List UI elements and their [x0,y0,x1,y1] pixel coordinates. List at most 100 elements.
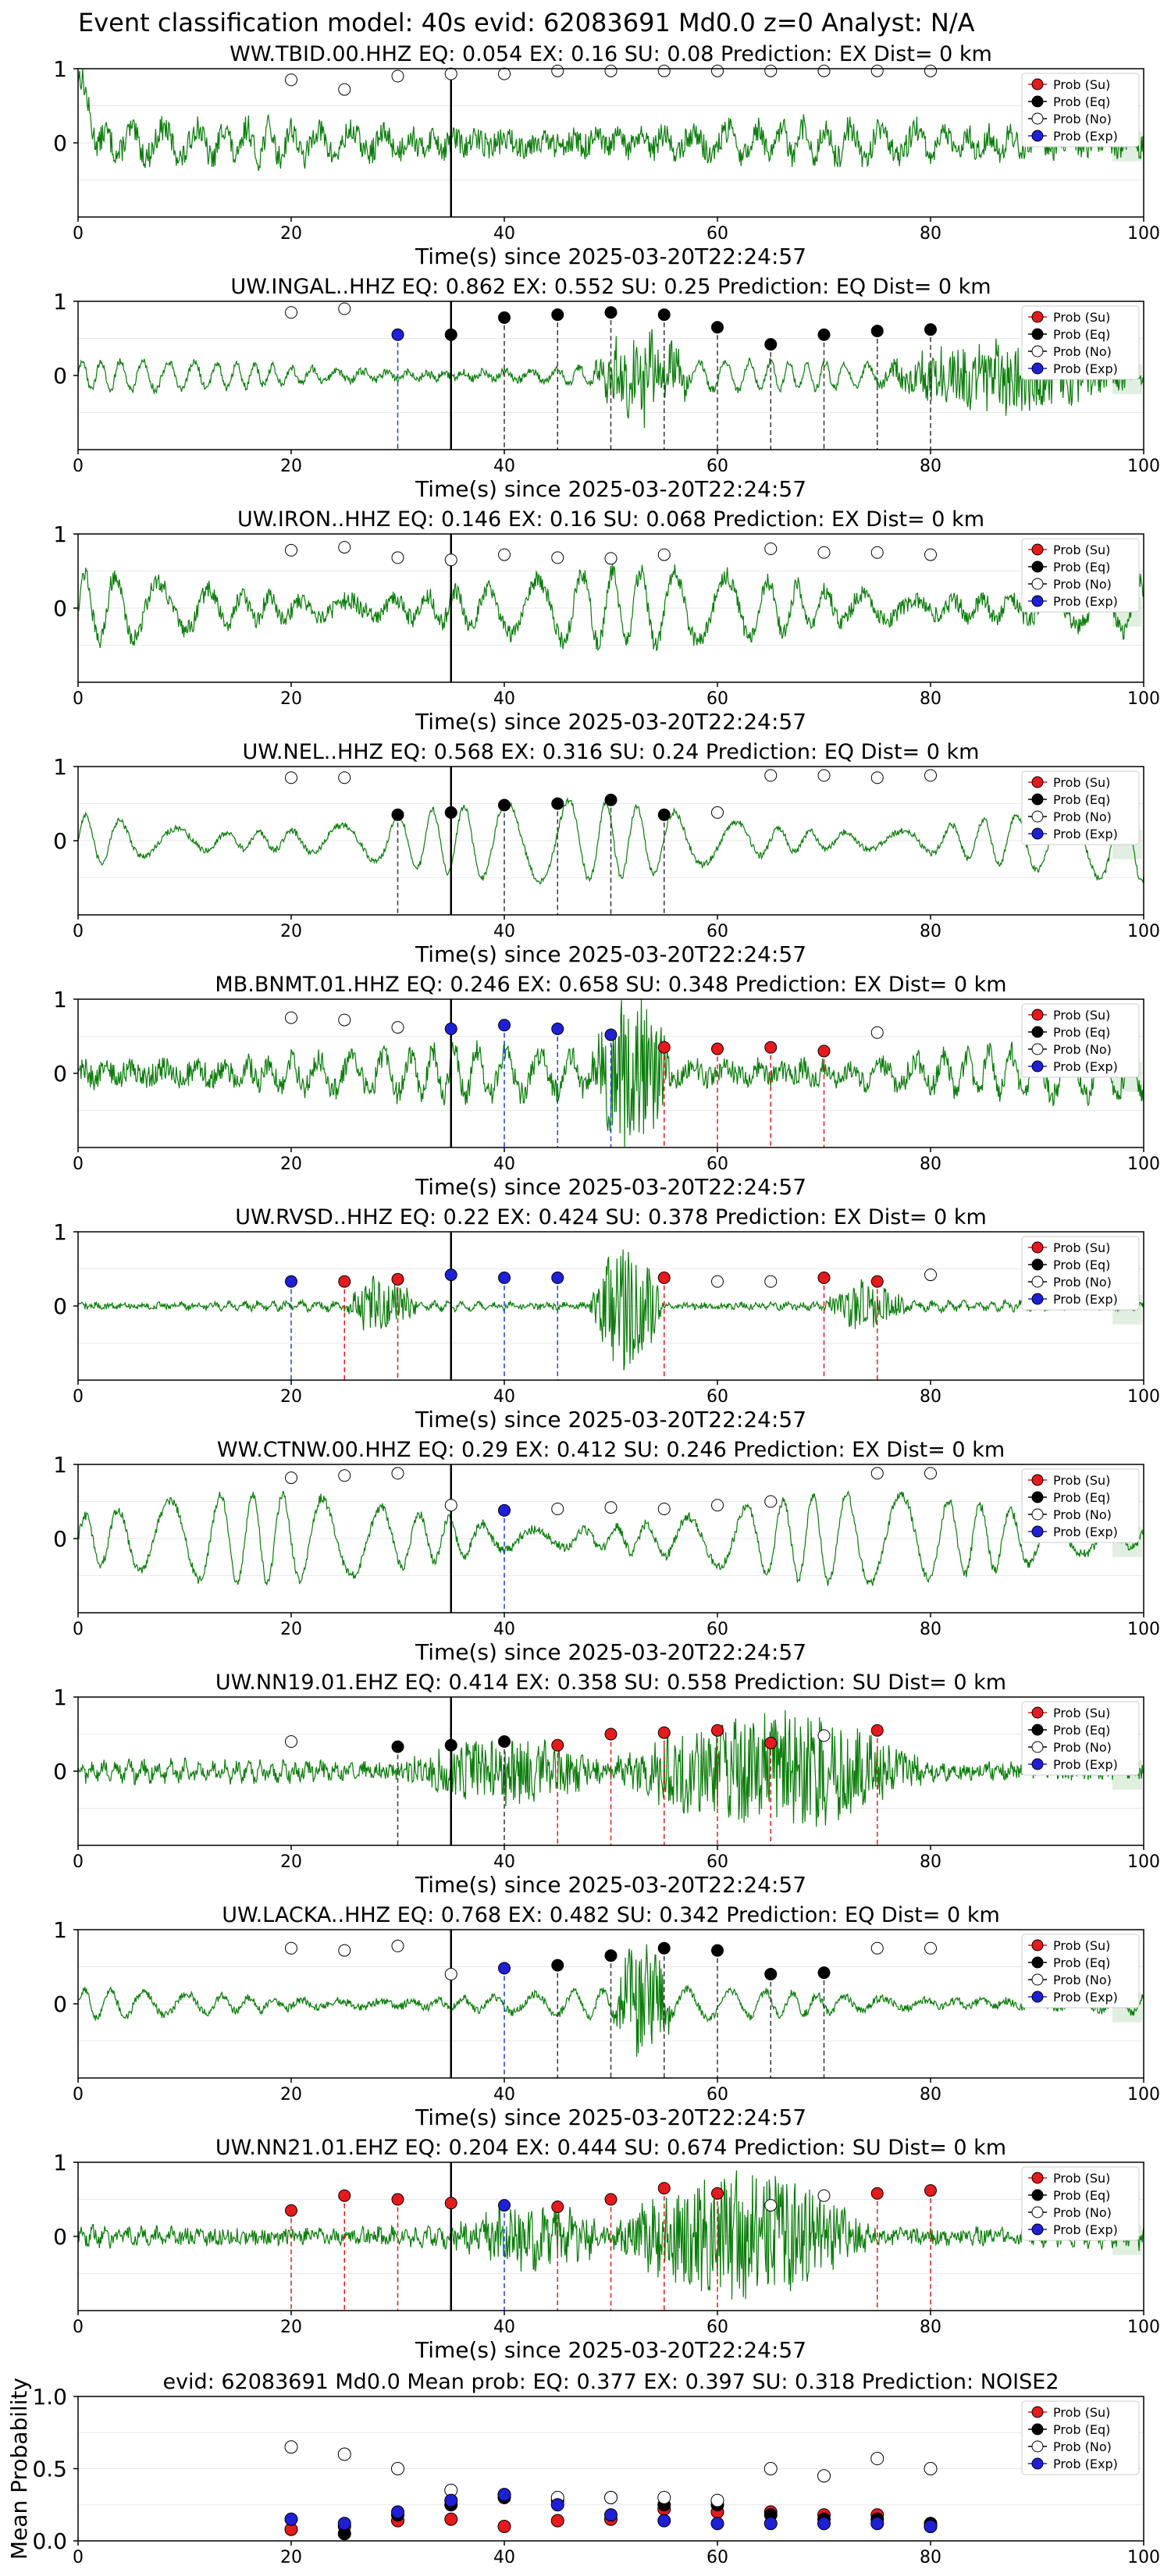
prob-marker-eq [817,328,831,341]
x-tick-label: 0 [73,2085,84,2105]
prob-marker-no [924,548,937,561]
x-tick-label: 20 [280,2548,302,2567]
x-tick-label: 80 [920,1852,941,1872]
legend-marker-no [1031,2440,1044,2453]
y-tick-label: 0.5 [32,2457,67,2482]
y-tick-label: 1 [53,987,67,1012]
prob-marker-no [870,771,884,785]
legend-box [1021,1236,1140,1311]
panel-title: MB.BNMT.01.HHZ EQ: 0.246 EX: 0.658 SU: 0… [215,973,1006,997]
x-tick-label: 100 [1127,2548,1160,2567]
prob-marker-eq [604,306,618,319]
x-tick-label: 80 [920,2548,941,2567]
station-panel: WW.TBID.00.HHZ EQ: 0.054 EX: 0.16 SU: 0.… [53,42,1160,269]
legend-label: Prob (Eq) [1053,1025,1110,1040]
x-tick-label: 20 [280,1620,302,1639]
legend-marker-su [1031,78,1044,91]
x-tick-label: 100 [1127,1852,1160,1872]
axes-frame [77,766,1144,916]
station-panel: UW.NN21.01.EHZ EQ: 0.204 EX: 0.444 SU: 0… [53,2136,1160,2363]
prob-marker-exp [498,1271,511,1284]
legend-label: Prob (Exp) [1053,1059,1118,1074]
legend-label: Prob (Eq) [1053,560,1110,575]
x-axis-label: Time(s) since 2025-03-20T22:24:57 [415,2105,806,2130]
prob-marker-su [870,1275,884,1288]
prob-marker-su [711,1042,724,1055]
legend-label: Prob (Eq) [1053,327,1110,342]
x-tick-label: 40 [493,1387,515,1407]
legend-marker-no [1031,1508,1044,1521]
x-tick-label: 40 [493,689,515,709]
legend-label: Prob (No) [1053,1973,1112,1987]
legend-label: Prob (Exp) [1053,594,1118,609]
prob-marker-eq [764,1968,778,1980]
y-tick-label: 0 [53,1061,67,1087]
legend-label: Prob (No) [1053,1042,1112,1057]
mean-prob-marker-exp [763,2517,778,2531]
x-tick-label: 20 [280,1387,302,1407]
x-tick-label: 40 [493,1155,515,1174]
prob-marker-no [764,2199,778,2212]
prob-marker-no [285,1471,297,1485]
legend-label: Prob (Exp) [1053,827,1118,841]
x-tick-label: 60 [707,224,728,244]
legend-label: Prob (No) [1053,2439,1112,2454]
legend-marker-no [1031,1043,1044,1055]
prob-marker-su [444,2197,457,2210]
x-tick-label: 60 [707,2318,728,2337]
axes-frame [77,1696,1144,1846]
legend-marker-su [1031,311,1044,323]
prob-marker-su [391,1272,404,1286]
legend-label: Prob (Exp) [1053,1757,1118,1772]
prob-marker-exp [498,1019,511,1032]
y-tick-label: 1.0 [32,2384,67,2410]
y-tick-label: 1 [53,289,67,315]
axes-frame [77,998,1144,1148]
prob-marker-no [338,1013,351,1026]
prob-marker-no [711,1499,724,1512]
legend-box [1021,2166,1140,2241]
x-tick-label: 40 [493,224,515,244]
waveform-trace [77,1490,1144,1586]
prob-marker-su [657,1041,671,1054]
prob-marker-su [711,2186,724,2200]
legend-marker-su [1031,1706,1044,1719]
x-tick-label: 100 [1127,1155,1160,1174]
prob-marker-no [285,1941,297,1955]
y-tick-label: 0 [53,596,67,621]
legend-label: Prob (Eq) [1053,2188,1110,2203]
legend-marker-exp [1031,595,1044,607]
prob-marker-no [711,806,724,819]
x-tick-label: 20 [280,1155,302,1174]
prob-marker-su [817,1044,831,1058]
prob-marker-su [657,2182,671,2195]
panel-title: UW.IRON..HHZ EQ: 0.146 EX: 0.16 SU: 0.06… [237,507,984,532]
prob-marker-no [444,1968,457,1980]
x-tick-label: 80 [920,224,941,244]
prob-marker-su [657,1726,671,1739]
mean-prob-marker-su [444,2512,458,2526]
y-tick-label: 1 [53,754,67,780]
prob-marker-no [924,769,937,782]
x-tick-label: 80 [920,2085,941,2105]
legend-marker-eq [1031,95,1044,108]
legend-marker-eq [1031,2423,1044,2435]
legend-box [1021,770,1140,845]
mean-prob-marker-exp [657,2514,671,2528]
prob-marker-exp [551,1271,564,1284]
prob-marker-no [391,551,404,564]
axes-frame [77,1929,1144,2079]
prob-marker-su [657,1271,671,1284]
legend-label: Prob (Su) [1053,1706,1110,1720]
prob-marker-no [551,551,564,564]
legend-label: Prob (Eq) [1053,1723,1110,1738]
station-panel: MB.BNMT.01.HHZ EQ: 0.246 EX: 0.658 SU: 0… [53,973,1160,1200]
figure-suptitle: Event classification model: 40s evid: 62… [78,8,975,37]
mean-prob-marker-exp [817,2517,831,2531]
x-tick-label: 60 [707,2085,728,2105]
legend-marker-eq [1031,1258,1044,1271]
legend-label: Prob (Su) [1053,775,1110,790]
x-tick-label: 20 [280,689,302,709]
x-tick-label: 80 [920,1620,941,1639]
